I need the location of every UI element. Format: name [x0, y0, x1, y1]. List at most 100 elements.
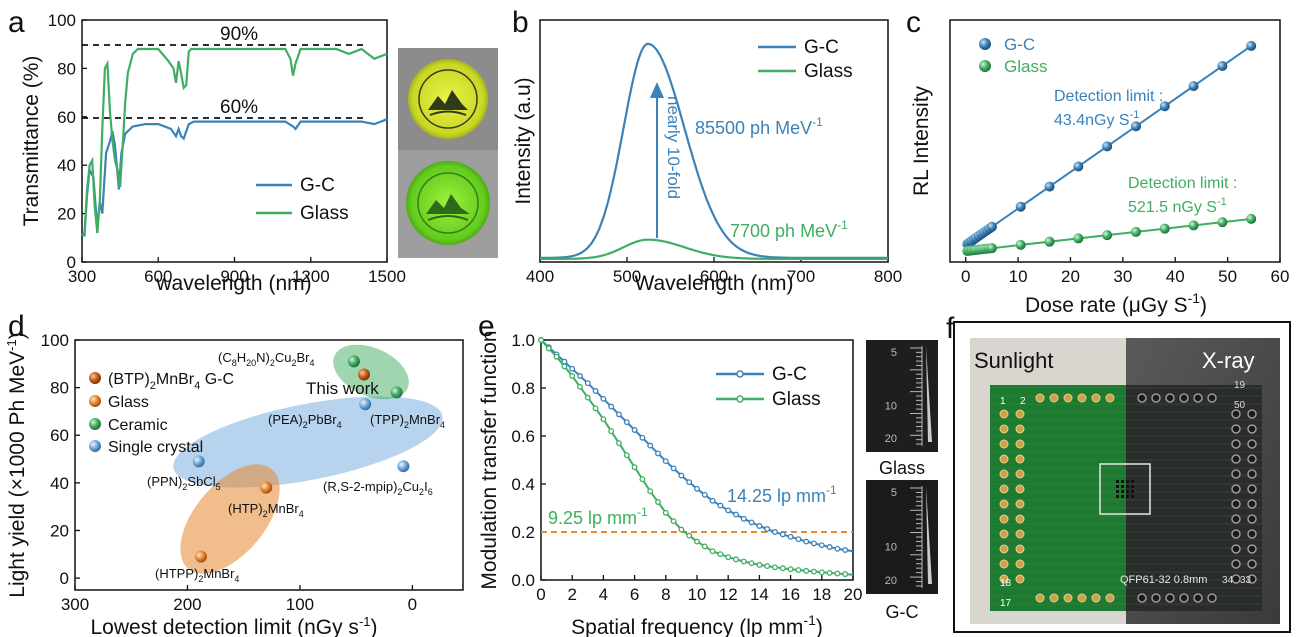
panel-e-ytick-label: 0.0: [511, 571, 535, 590]
label-rs-mpip-cu2i6: (R,S-2-mpip)2Cu2I6: [323, 479, 433, 497]
data-point-ceramic: [347, 355, 360, 368]
data-point-g-c: [1188, 81, 1199, 92]
glass-resolution-label: 9.25 lp mm-1: [548, 505, 648, 528]
data-point-glass: [561, 363, 568, 370]
data-point-g-c: [1217, 61, 1228, 72]
panel-e-ticks: 0 2 4 6 8 10 12 14 16 18 20 0.0 0.2 0.4 0.6 0.8 1.0: [511, 331, 862, 604]
inset-photos: [398, 48, 498, 258]
data-point-g-c: [748, 519, 755, 526]
data-point-glass: [1015, 239, 1026, 250]
panel-c-frame: [949, 19, 1281, 263]
data-point-g-c: [631, 427, 638, 433]
yellow-disc-seal-ring: [418, 69, 478, 129]
panel-d-points: [192, 355, 410, 563]
pad-bottom: [1049, 593, 1059, 603]
data-point-g-c: [694, 485, 700, 492]
panel-letter-c: c: [906, 6, 921, 39]
data-point-g-c: [608, 403, 615, 410]
data-point-g-c: [725, 507, 732, 514]
panel-e-xtick-label: 6: [630, 585, 639, 604]
label-ppn-sbcl5: (PPN)2SbCl5: [147, 474, 221, 492]
annotation-90: 90%: [220, 24, 258, 45]
pin-number-34: 34: [1222, 575, 1234, 586]
panel-a-xtick-label: 1200: [292, 267, 330, 286]
data-point-g-c: [577, 373, 583, 379]
pad-bottom: [1105, 593, 1115, 603]
panel-e-xtick-label: 10: [688, 585, 707, 604]
panel-c-xtick-label: 60: [1271, 267, 1290, 286]
panel-f-pcb-photo: Sunlight X-ray QFP61-32 0.8mm 1 2 18 17 …: [953, 321, 1291, 633]
panel-c-series: [962, 40, 1257, 256]
data-point-glass: [553, 353, 560, 360]
pad-top: [1049, 393, 1059, 403]
data-point-g-c: [733, 511, 739, 518]
panel-c-xlabel: Dose rate (μGy S-1): [1025, 290, 1207, 317]
pin-number-17: 17: [1000, 598, 1012, 609]
pad-left: [999, 574, 1009, 584]
glass-ruler-wedge: [926, 346, 932, 442]
pad-bottom: [1063, 593, 1073, 603]
data-point-glass: [639, 476, 646, 483]
single-crystal-ellipse: [173, 396, 443, 488]
panel-b-series: [540, 42, 888, 260]
panel-c-xtick-label: 20: [1061, 267, 1080, 286]
data-point-glass: [811, 568, 817, 575]
data-point-g-c: [655, 450, 661, 457]
panel-e-xtick-label: 14: [750, 585, 769, 604]
panel-e-ytick-label: 0.4: [511, 475, 535, 494]
data-point-glass: [569, 373, 576, 379]
data-point-g-c: [616, 411, 622, 418]
data-point-glass: [608, 428, 615, 435]
data-point-glass: [1188, 220, 1199, 231]
board-model-text: QFP61-32 0.8mm: [1120, 574, 1207, 586]
inset-label-glass: Glass: [879, 458, 925, 478]
panel-c-xtick-label: 0: [961, 267, 970, 286]
data-point-glass: [545, 345, 552, 352]
data-point-glass: [779, 565, 786, 572]
data-point-g-c: [811, 540, 817, 547]
data-point-g-c: [803, 538, 810, 545]
panel-e-xlabel: Spatial frequency (lp mm-1): [571, 612, 823, 637]
pad-top: [1105, 393, 1115, 403]
chip-grid-dot: [1116, 485, 1119, 488]
data-point-glass: [592, 405, 599, 412]
legend-label-glass-b: Glass: [804, 61, 853, 82]
data-point-g-c: [1015, 201, 1026, 212]
panel-e-ylabel: Modulation transfer function: [478, 330, 501, 589]
data-point-glass: [701, 543, 708, 550]
panel-c-xtick-label: 40: [1166, 267, 1185, 286]
data-point-g-c: [1246, 40, 1257, 51]
pad-top: [1091, 393, 1101, 403]
data-point-g-c: [600, 395, 607, 402]
panel-e-xtick-label: 8: [661, 585, 670, 604]
panel-a-ytick-label: 100: [48, 11, 76, 30]
pad-right: [1247, 409, 1257, 419]
panel-b-ticks: 400 500 600 700 800: [526, 257, 902, 286]
panel-e-xtick-label: 16: [781, 585, 800, 604]
tenfold-arrow-label: nearly 10-fold: [664, 96, 683, 199]
inset-label-gc: G-C: [886, 602, 919, 622]
green-disc-mountain-logo: [426, 194, 470, 214]
pad-bottom: [1091, 593, 1101, 603]
pcb-pads: [999, 393, 1257, 603]
panel-a-frame: [81, 19, 388, 263]
pad-top: [1035, 393, 1045, 403]
pad-bottom-xray: [1193, 593, 1203, 603]
chip-grid-dot: [1116, 495, 1119, 498]
pad-right: [1247, 559, 1257, 569]
panel-a-xtick-label: 600: [144, 267, 172, 286]
pad-left: [1015, 484, 1025, 494]
panel-c-ylabel: RL Intensity: [910, 85, 933, 196]
glass-ellipse: [180, 464, 280, 574]
pad-right: [1247, 514, 1257, 524]
panel-d-ytick-label: 0: [60, 569, 69, 588]
panel-c-xtick-label: 30: [1113, 267, 1132, 286]
pad-left: [999, 514, 1009, 524]
pad-top-xray: [1193, 393, 1203, 403]
legend-label-ceramic: Ceramic: [108, 417, 168, 434]
pad-right: [1247, 454, 1257, 464]
panel-b-xtick-label: 600: [700, 267, 728, 286]
data-point-glass: [986, 243, 997, 254]
gc-ruler-label: 20: [885, 575, 897, 587]
